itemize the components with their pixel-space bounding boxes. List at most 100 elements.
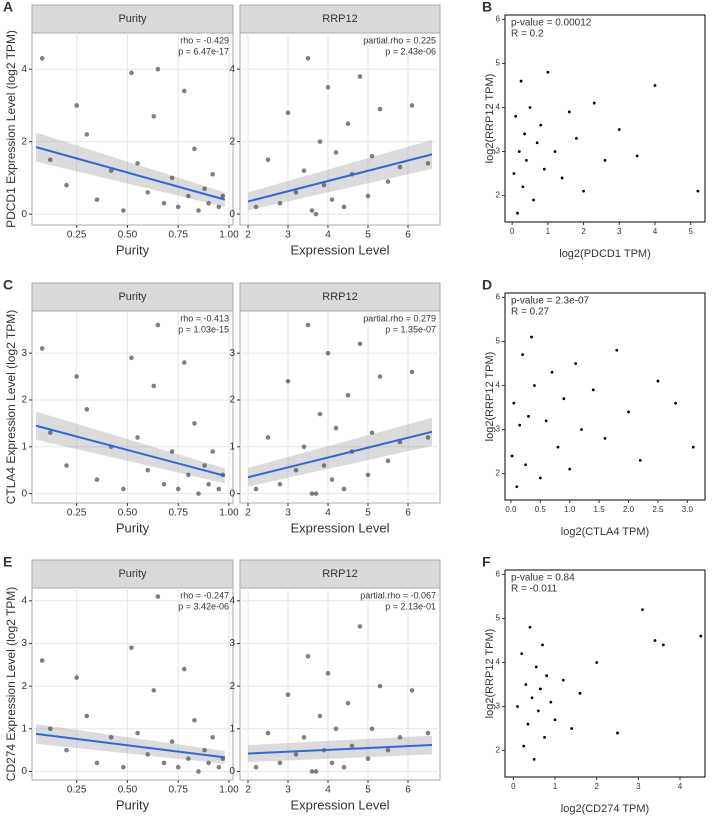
point <box>129 355 134 361</box>
point <box>285 110 291 115</box>
point <box>615 348 619 352</box>
annotation: partial.rho = 0.279 <box>363 313 436 323</box>
point <box>545 674 549 678</box>
x-tick-label: 0.25 <box>67 508 87 519</box>
x-axis-title: log2(CTLA4 TPM) <box>561 526 649 538</box>
point <box>385 458 391 464</box>
y-tick-label: 0 <box>229 766 235 777</box>
point <box>691 445 695 449</box>
point <box>369 726 375 732</box>
point <box>397 735 403 740</box>
y-tick-label: 0 <box>21 488 27 499</box>
point <box>293 752 299 757</box>
annotation: p-value = 0.00012 <box>511 18 592 29</box>
y-tick-label: 3 <box>496 147 501 156</box>
y-tick-label: 4 <box>21 595 27 606</box>
x-tick-label: 0 <box>510 227 515 236</box>
point <box>210 735 215 740</box>
panel-label: F <box>482 554 491 570</box>
point <box>186 472 191 478</box>
x-axis-title: Expression Level <box>291 242 390 257</box>
point <box>325 85 331 90</box>
point <box>309 491 315 496</box>
point <box>216 764 222 770</box>
point <box>510 454 514 458</box>
strip <box>31 4 234 34</box>
point <box>253 486 259 492</box>
x-tick-label: 2.0 <box>623 505 635 514</box>
x-tick-label: 2 <box>245 230 251 241</box>
point <box>181 88 187 94</box>
point <box>591 388 595 392</box>
point <box>524 463 527 467</box>
point <box>514 114 518 118</box>
strip <box>31 559 234 589</box>
point <box>542 167 546 171</box>
x-tick-label: 0.75 <box>168 785 188 796</box>
point <box>570 727 574 730</box>
x-tick-label: 6 <box>405 785 411 796</box>
point <box>161 760 167 766</box>
point <box>325 671 331 676</box>
point <box>151 114 157 119</box>
x-tick-label: 0.50 <box>118 785 138 796</box>
point <box>365 193 371 199</box>
x-axis-title: Purity <box>116 797 150 812</box>
point <box>521 185 525 189</box>
point <box>277 481 283 487</box>
y-tick-label: 6 <box>496 570 501 579</box>
trend-line <box>35 146 226 201</box>
point <box>425 161 431 166</box>
point <box>517 150 521 153</box>
x-tick-label: 1 <box>553 782 558 791</box>
x-tick-label: 3 <box>285 230 291 241</box>
point <box>515 485 519 489</box>
panel-label: C <box>3 277 13 293</box>
point <box>561 678 565 682</box>
y-tick-label: 3 <box>496 425 501 434</box>
x-tick-label: 2 <box>594 782 599 791</box>
point <box>277 200 283 206</box>
x-axis-title: log2(CD274 TPM) <box>561 803 649 815</box>
point <box>285 692 291 697</box>
point <box>301 168 307 173</box>
point <box>181 360 187 365</box>
point <box>155 322 161 328</box>
y-tick-label: 5 <box>496 59 501 68</box>
point <box>175 204 181 210</box>
point <box>309 769 315 774</box>
x-tick-label: 1.00 <box>219 785 239 796</box>
y-tick-label: 2 <box>229 136 235 147</box>
point <box>74 103 79 108</box>
point <box>196 208 201 213</box>
point <box>546 70 550 74</box>
point <box>121 486 126 492</box>
point <box>425 435 431 440</box>
y-tick-label: 3 <box>229 638 235 649</box>
point <box>524 683 528 686</box>
point <box>64 182 69 188</box>
annotation: R = 0.2 <box>511 29 544 40</box>
point <box>333 425 339 431</box>
y-tick-label: 0 <box>229 209 235 220</box>
strip-label: Purity <box>118 13 147 25</box>
strip <box>239 4 441 34</box>
y-tick-label: 4 <box>496 658 501 667</box>
point <box>47 430 53 436</box>
point <box>528 625 532 629</box>
y-tick-label: 5 <box>496 614 501 623</box>
plot-panel <box>504 14 706 223</box>
point <box>305 322 311 328</box>
point <box>129 645 134 651</box>
y-tick-label: 1 <box>229 441 235 452</box>
point <box>549 700 553 704</box>
y-tick-label: 4 <box>21 64 27 75</box>
y-tick-label: 2 <box>496 469 501 478</box>
point <box>349 743 355 749</box>
point <box>206 200 211 206</box>
point <box>151 688 157 693</box>
point <box>313 211 319 217</box>
annotation: p = 6.47e-17 <box>178 46 229 56</box>
y-tick-label: 2 <box>21 136 27 147</box>
x-tick-label: 0.25 <box>67 785 87 796</box>
